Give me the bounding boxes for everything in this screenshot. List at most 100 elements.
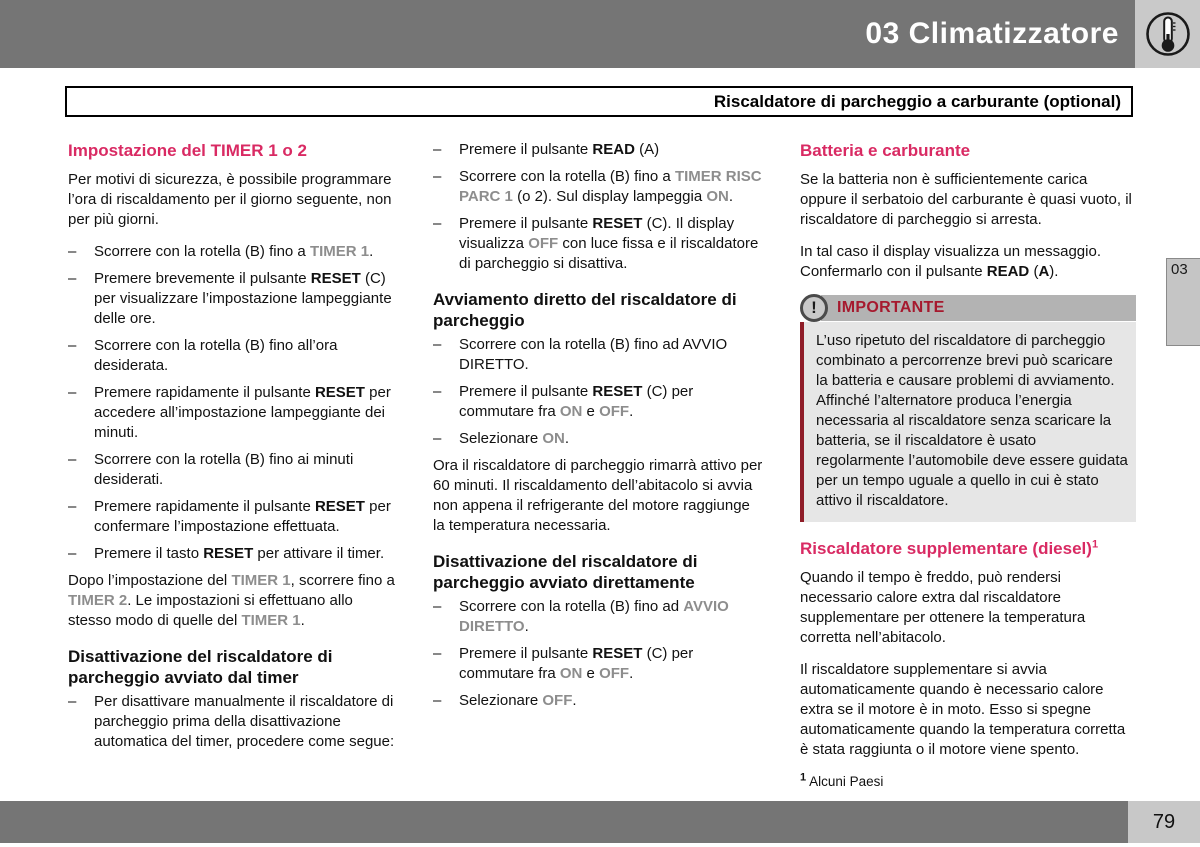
important-note-paragraph: L’uso ripetuto del riscaldatore di parch… — [816, 332, 1115, 389]
paragraph: Ora il riscaldatore di parcheggio rimarr… — [433, 456, 765, 536]
text-column-1: Impostazione del TIMER 1 o 2 Per motivi d… — [68, 140, 400, 759]
text-segment: Disattivazione del riscaldatore di parch… — [68, 647, 333, 687]
dash-bullet: – — [433, 215, 442, 232]
paragraph: In tal caso il display visualizza un mes… — [800, 242, 1136, 282]
ui-term: TIMER RISC PARC 1 — [459, 168, 762, 205]
superscript: 1 — [800, 771, 807, 784]
list-item-text: Premere brevemente il pulsante RESET (C)… — [94, 270, 392, 327]
subsection-heading: Disattivazione del riscaldatore di parch… — [433, 551, 765, 593]
list-item-text: Premere il pulsante RESET (C). Il displa… — [459, 215, 758, 272]
text-segment: Batteria e carburante — [800, 141, 971, 160]
text-segment: per attivare il timer. — [253, 545, 385, 562]
paragraph: Il riscaldatore supplementare si avvia a… — [800, 660, 1136, 760]
chapter-title: 03 Climatizzatore — [865, 17, 1119, 50]
instruction-list: – Scorrere con la rotella (B) fino a TIME… — [68, 242, 400, 564]
instruction-list: – Scorrere con la rotella (B) fino ad AVV… — [433, 335, 765, 449]
dash-bullet: – — [433, 598, 442, 615]
dash-bullet: – — [68, 337, 77, 354]
text-segment: . Le impostazioni si effettuano allo ste… — [68, 592, 353, 629]
text-segment: . — [369, 243, 374, 260]
ui-term: TIMER 1 — [309, 243, 370, 260]
list-item-text: Premere il tasto RESET per attivare il t… — [94, 545, 384, 562]
ui-term: OFF — [528, 235, 559, 252]
list-item: – Selezionare ON. — [433, 429, 765, 449]
text-segment: Riscaldatore supplementare (diesel) — [800, 539, 1092, 558]
instruction-list: – Per disattivare manualmente il riscalda… — [68, 692, 400, 752]
ui-term: AVVIO DIRETTO — [459, 598, 729, 635]
text-segment: Premere il tasto — [94, 545, 204, 562]
dash-bullet: – — [433, 645, 442, 662]
list-item: – Per disattivare manualmente il riscalda… — [68, 692, 400, 752]
text-segment: Premere il pulsante — [459, 141, 593, 158]
paragraph: Quando il tempo è freddo, può rendersi n… — [800, 568, 1136, 648]
paragraph: Se la batteria non è sufficientemente ca… — [800, 170, 1136, 230]
list-item-text: Selezionare ON. — [459, 430, 569, 447]
text-segment: , scorrere fino a — [290, 572, 395, 589]
footer-bar: 79 — [0, 801, 1200, 843]
dash-bullet: – — [433, 430, 442, 447]
button-name: A — [1038, 263, 1050, 280]
dash-bullet: – — [433, 141, 442, 158]
dash-bullet: – — [68, 545, 77, 562]
text-segment: Selezionare — [459, 692, 543, 709]
dash-bullet: – — [433, 336, 442, 353]
text-segment: Disattivazione del riscaldatore di parch… — [433, 552, 698, 592]
list-item: – Scorrere con la rotella (B) fino ad AVV… — [433, 597, 765, 637]
exclamation-icon: ! — [800, 294, 828, 322]
text-column-2: – Premere il pulsante READ (A) – Scorrere c… — [433, 140, 765, 718]
text-segment: ). — [1049, 263, 1059, 280]
paragraph: Per motivi di sicurezza, è possibile pro… — [68, 170, 400, 230]
button-name: RESET — [314, 384, 365, 401]
text-segment: Selezionare — [459, 430, 543, 447]
list-item: – Scorrere con la rotella (B) fino all’or… — [68, 336, 400, 376]
ui-term: ON — [542, 430, 565, 447]
ui-term: ON — [559, 665, 583, 682]
list-item-text: Scorrere con la rotella (B) fino ai minu… — [94, 451, 353, 488]
dash-bullet: – — [68, 498, 77, 515]
text-segment: Impostazione del TIMER 1 o 2 — [68, 141, 307, 160]
text-segment: Per motivi di sicurezza, è possibile pro… — [68, 171, 392, 228]
list-item-text: Per disattivare manualmente il riscaldat… — [94, 693, 394, 750]
text-segment: ( — [1029, 263, 1039, 280]
text-segment: Scorrere con la rotella (B) fino a — [94, 243, 310, 260]
text-segment: Scorrere con la rotella (B) fino a — [459, 168, 675, 185]
side-tab-label: 03 — [1171, 261, 1188, 278]
button-name: RESET — [592, 645, 643, 662]
text-segment: con luce fissa e il riscaldatore di parc… — [459, 235, 759, 272]
text-segment: . — [629, 665, 634, 682]
section-heading: Impostazione del TIMER 1 o 2 — [68, 140, 400, 161]
dash-bullet: – — [68, 270, 77, 287]
list-item: – Selezionare OFF. — [433, 691, 765, 711]
text-segment: (C) per commutare fra — [459, 383, 694, 420]
dash-bullet: – — [68, 384, 77, 401]
button-name: RESET — [203, 545, 254, 562]
text-segment: Scorrere con la rotella (B) fino ad AVVI… — [459, 336, 728, 373]
text-segment: . — [524, 618, 529, 635]
ui-term: OFF — [599, 403, 630, 420]
text-segment: Se la batteria non è sufficientemente ca… — [800, 171, 1132, 228]
list-item: – Scorrere con la rotella (B) fino ai min… — [68, 450, 400, 490]
important-note-band: IMPORTANTE — [821, 295, 1136, 321]
dash-bullet: – — [68, 693, 77, 710]
list-item-text: Scorrere con la rotella (B) fino ad AVVI… — [459, 336, 727, 373]
list-item: – Premere rapidamente il pulsante RESET p… — [68, 383, 400, 443]
section-heading: Riscaldatore supplementare (diesel)1 — [800, 538, 1136, 559]
ui-term: TIMER 2 — [68, 592, 128, 609]
text-column-3: Batteria e carburante Se la batteria non … — [800, 140, 1136, 792]
text-segment: Avviamento diretto del riscaldatore di p… — [433, 290, 737, 330]
text-segment: per confermare l’impostazione effettuata… — [94, 498, 391, 535]
text-segment: (C) per visualizzare l’impostazione lamp… — [94, 270, 392, 327]
text-segment: Dopo l’impostazione del — [68, 572, 232, 589]
text-segment: (C) per commutare fra — [459, 645, 694, 682]
button-name: RESET — [310, 270, 361, 287]
ui-term: OFF — [542, 692, 573, 709]
list-item: – Premere rapidamente il pulsante RESET p… — [68, 497, 400, 537]
chapter-side-tab: 03 — [1166, 258, 1200, 346]
list-item: – Scorrere con la rotella (B) fino a TIME… — [68, 242, 400, 262]
section-title: Riscaldatore di parcheggio a carburante … — [713, 91, 1121, 111]
list-item-text: Scorrere con la rotella (B) fino ad AVVI… — [459, 598, 729, 635]
text-segment: (C). Il display visualizza — [459, 215, 735, 252]
text-segment: Premere il pulsante — [459, 383, 593, 400]
text-segment: Premere rapidamente il pulsante — [94, 498, 315, 515]
